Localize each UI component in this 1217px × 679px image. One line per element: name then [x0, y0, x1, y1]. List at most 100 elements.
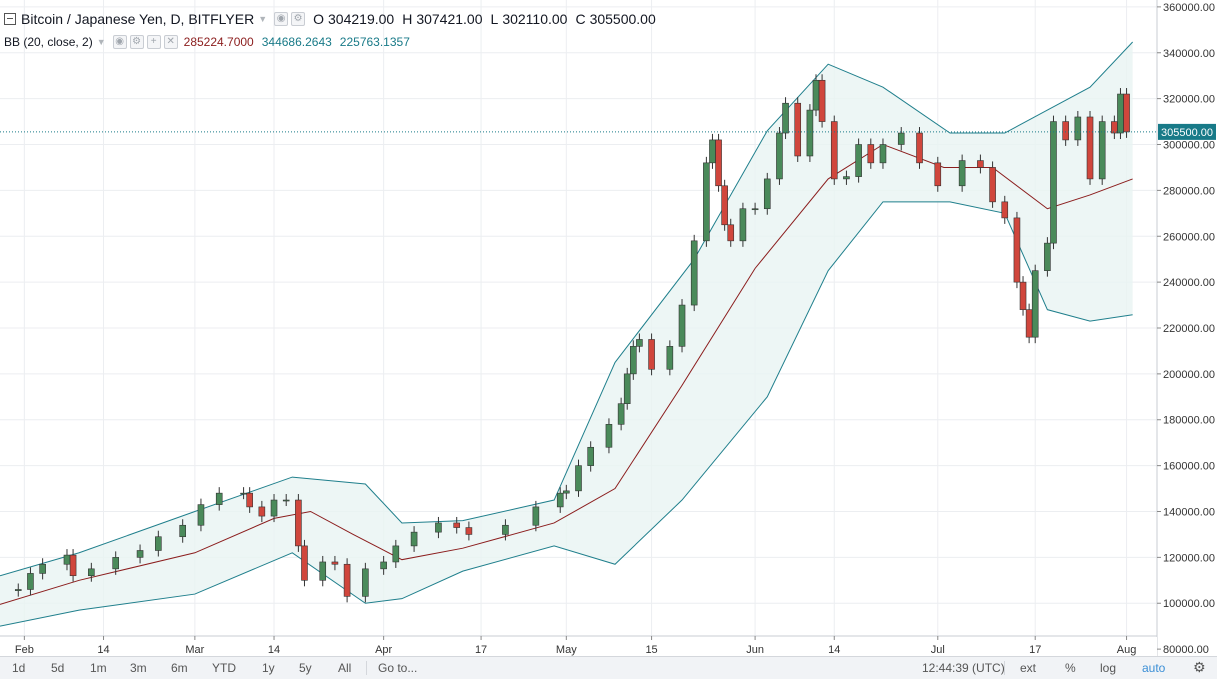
candle-up: [380, 561, 387, 570]
open-label: O: [313, 11, 325, 27]
time-tick-label: 14: [97, 644, 109, 656]
candle-up: [392, 545, 400, 563]
symbol-title[interactable]: Bitcoin / Japanese Yen, D, BITFLYER: [21, 11, 255, 27]
candle-up: [179, 524, 186, 538]
time-tick-label: 17: [1029, 644, 1041, 656]
goto-button[interactable]: Go to...: [378, 661, 418, 675]
settings-icon[interactable]: ⚙: [129, 35, 144, 49]
candle-up: [502, 524, 509, 535]
price-tick-label: 300000.00: [1163, 140, 1215, 152]
time-tick-label: Jul: [931, 644, 945, 656]
time-axis: [0, 637, 1157, 656]
eye-icon[interactable]: ◉: [274, 12, 289, 26]
candle-up: [776, 132, 783, 180]
candle-down: [715, 139, 722, 187]
range-6m-button[interactable]: 6m: [171, 661, 188, 675]
candle-up: [215, 492, 223, 505]
candle-up: [812, 79, 820, 111]
bollinger-upper-line: [0, 41, 1134, 577]
range-all-button[interactable]: All: [338, 661, 352, 675]
candle-up: [27, 573, 34, 590]
toolbar-divider: [1004, 661, 1005, 675]
range-ytd-button[interactable]: YTD: [212, 661, 236, 675]
candle-up: [270, 499, 278, 517]
candle-up: [155, 536, 162, 551]
candle-down: [343, 563, 351, 597]
chart-canvas[interactable]: 80000.00 100000.00 120000.00 140000.00 16000…: [0, 0, 1217, 656]
add-icon[interactable]: +: [146, 35, 161, 49]
candle-down: [818, 79, 826, 122]
candle-up: [63, 554, 71, 565]
candle-up: [88, 568, 95, 577]
chevron-down-icon[interactable]: ▼: [96, 37, 106, 47]
price-tick-label: 360000.00: [1163, 2, 1215, 14]
candle-up: [587, 446, 594, 466]
candle-up: [605, 424, 613, 448]
time-tick-label: May: [556, 644, 577, 656]
bb-upper-value: 344686.2643: [261, 35, 332, 49]
time-tick-label: Apr: [375, 644, 392, 656]
close-value: 305500.00: [589, 11, 656, 27]
range-5y-button[interactable]: 5y: [299, 661, 312, 675]
candle-up: [1050, 121, 1057, 244]
log-toggle[interactable]: log: [1100, 661, 1117, 675]
collapse-legend-icon[interactable]: [4, 13, 16, 25]
candle-down: [1013, 217, 1021, 283]
candle-down: [721, 185, 728, 226]
price-tick-label: 260000.00: [1163, 231, 1215, 243]
auto-scale-toggle[interactable]: auto: [1142, 661, 1166, 675]
candle-up: [556, 492, 564, 508]
candle-up: [897, 132, 905, 145]
price-tick-label: 240000.00: [1163, 277, 1215, 289]
candle-down: [69, 554, 77, 577]
indicator-title[interactable]: BB (20, close, 2): [4, 35, 93, 49]
indicator-legend: BB (20, close, 2) ▼ ◉ ⚙ + ✕ 285224.7000 …: [4, 35, 410, 49]
candle-up: [1044, 242, 1051, 271]
close-icon[interactable]: ✕: [163, 35, 178, 49]
time-tick-label: 17: [475, 644, 487, 656]
candle-up: [678, 304, 686, 347]
candle-down: [916, 132, 923, 164]
range-1m-button[interactable]: 1m: [90, 661, 107, 675]
percent-toggle[interactable]: %: [1065, 661, 1076, 675]
price-tick-label: 140000.00: [1163, 506, 1215, 518]
candle-down: [1019, 281, 1027, 310]
range-5d-button[interactable]: 5d: [51, 661, 65, 675]
bottom-toolbar: 1d 5d 1m 3m 6m YTD 1y 5y All Go to... 12…: [0, 656, 1217, 679]
candle-down: [1062, 121, 1069, 141]
candle-up: [709, 139, 716, 164]
open-value: 304219.00: [328, 11, 395, 27]
low-value: 302110.00: [502, 11, 568, 27]
candle-up: [630, 346, 637, 375]
candle-up: [563, 490, 570, 494]
candle-up: [532, 506, 540, 526]
time-tick-label: 14: [268, 644, 280, 656]
price-tick-label: 340000.00: [1163, 48, 1215, 60]
high-label: H: [402, 11, 413, 27]
bollinger-band-fill: [0, 42, 1133, 627]
eye-icon[interactable]: ◉: [112, 35, 127, 49]
candle-up: [690, 240, 698, 306]
chevron-down-icon[interactable]: ▼: [258, 14, 268, 24]
range-3m-button[interactable]: 3m: [130, 661, 147, 675]
high-value: 307421.00: [416, 11, 483, 27]
settings-icon[interactable]: ⚙: [1193, 659, 1206, 675]
candle-down: [989, 167, 996, 203]
range-1d-button[interactable]: 1d: [12, 661, 26, 675]
last-price-label: 305500.00: [1161, 127, 1213, 139]
ext-toggle[interactable]: ext: [1020, 661, 1037, 675]
candle-up: [623, 373, 631, 404]
price-tick-label: 100000.00: [1163, 598, 1215, 610]
candle-down: [301, 545, 308, 581]
bb-basis-value: 285224.7000: [183, 35, 254, 49]
candle-down: [331, 561, 339, 565]
price-tick-label: 160000.00: [1163, 461, 1215, 473]
clock-time: 12:44:39 (UTC): [922, 661, 1005, 675]
candle-down: [648, 339, 655, 370]
settings-icon[interactable]: ⚙: [291, 12, 306, 26]
candle-down: [1001, 201, 1009, 219]
range-1y-button[interactable]: 1y: [262, 661, 275, 675]
candle-up: [636, 339, 643, 347]
candle-down: [727, 224, 735, 242]
